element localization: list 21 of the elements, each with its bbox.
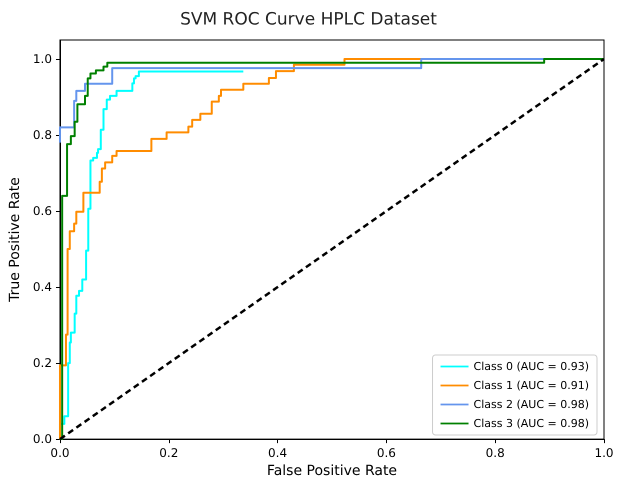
y-tick-label: 0.8 [32,128,52,142]
line-series [58,58,546,144]
x-tick-label: 0.4 [268,446,288,460]
x-tick-label: 0.2 [159,446,178,460]
y-tick-label: 1.0 [32,52,52,66]
legend-label: Class 1 (AUC = 0.91) [474,379,590,392]
y-axis-title: True Positive Rate [7,177,23,303]
chart-title: SVM ROC Curve HPLC Dataset [180,10,438,30]
legend-label: Class 2 (AUC = 0.98) [474,398,590,411]
line-series [58,58,422,440]
x-tick-label: 1.0 [594,446,614,460]
x-axis-title: False Positive Rate [266,463,398,479]
y-tick-label: 0.6 [32,204,52,218]
legend-label: Class 0 (AUC = 0.93) [474,360,590,373]
x-tick-label: 0.8 [486,446,505,460]
y-tick-label: 0.2 [32,356,52,370]
x-tick-label: 0.6 [376,446,396,460]
legend-label: Class 3 (AUC = 0.98) [474,417,590,430]
x-tick-label: 0.0 [50,446,70,460]
y-tick-label: 0.0 [32,432,52,446]
y-tick-label: 0.4 [32,280,52,294]
